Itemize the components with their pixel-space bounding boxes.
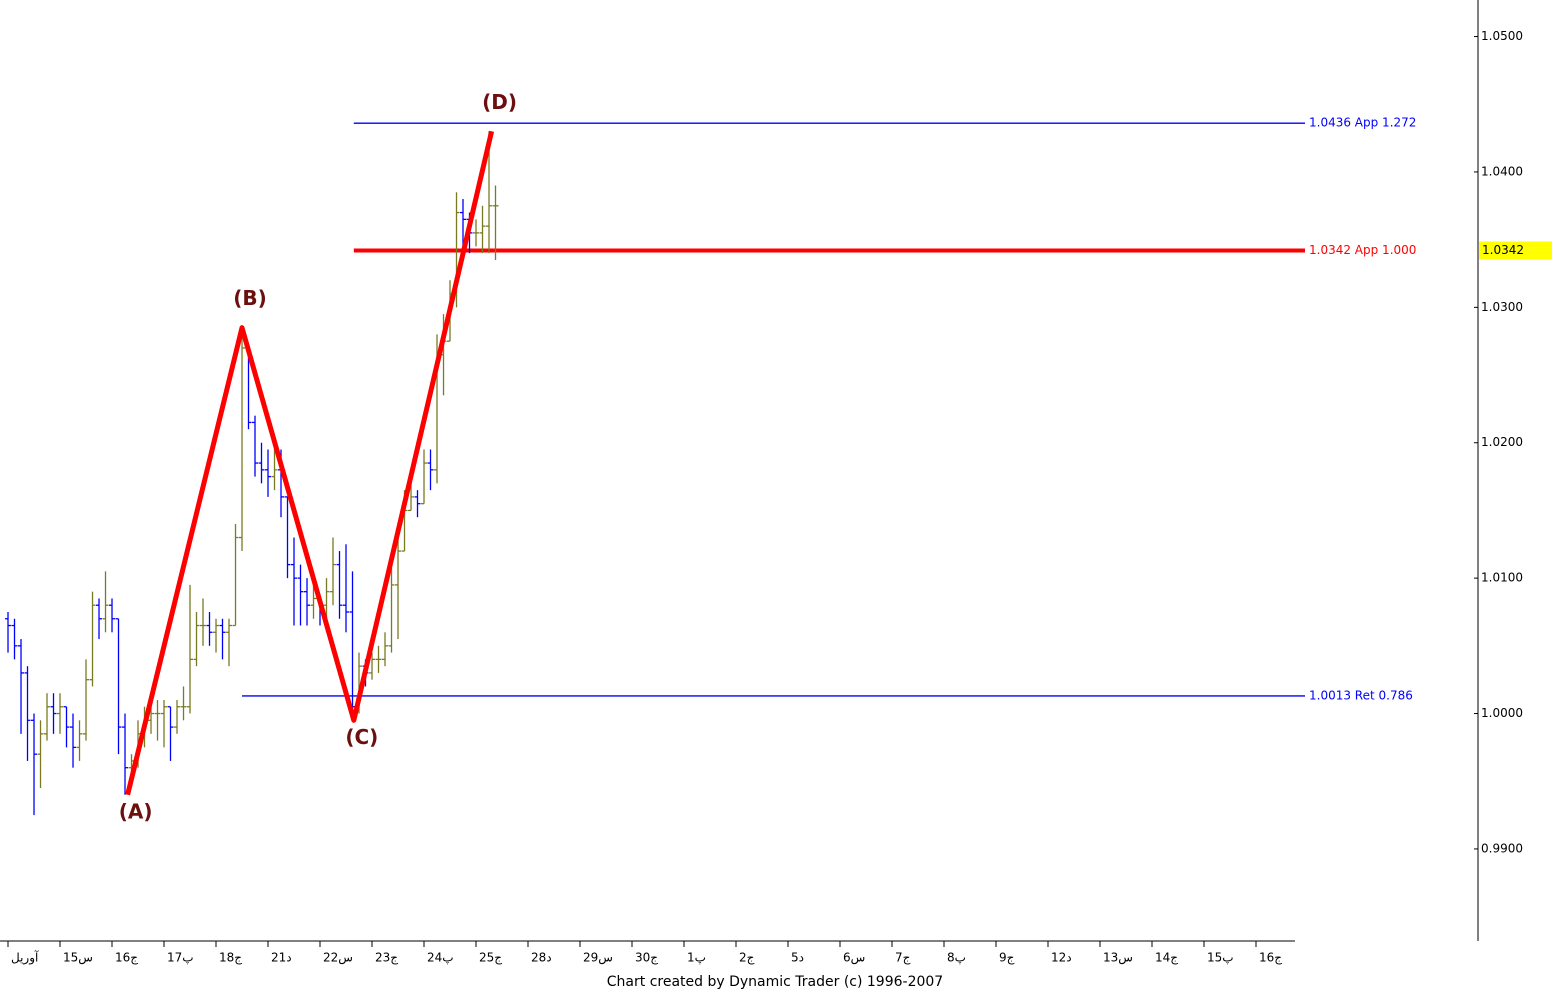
footer: Chart created by Dynamic Trader (c) 1996… bbox=[607, 974, 943, 990]
y-tick-label: 1.0400 bbox=[1481, 164, 1523, 178]
y-tick-label: 1.0000 bbox=[1481, 706, 1523, 720]
x-tick-label: آوريل bbox=[11, 950, 39, 966]
last-price-label: 1.0342 bbox=[1482, 243, 1524, 257]
level-label: 1.0436 App 1.272 bbox=[1309, 116, 1416, 130]
pattern-label: (B) bbox=[233, 286, 267, 310]
x-tick-label: 29س bbox=[583, 951, 613, 966]
x-tick-label: 15پ bbox=[1207, 951, 1234, 965]
last-price-box bbox=[1479, 241, 1552, 260]
x-tick-label: 12د bbox=[1051, 951, 1072, 965]
pattern-line bbox=[125, 130, 495, 796]
pattern-label: (C) bbox=[345, 725, 378, 749]
pattern-label: (D) bbox=[482, 90, 517, 114]
x-tick-label: 16ج bbox=[115, 951, 138, 965]
x-tick-label: 21د bbox=[271, 951, 292, 965]
x-tick-label: 2ج bbox=[739, 951, 755, 965]
x-tick-label: 28د bbox=[531, 951, 552, 965]
y-tick-label: 1.0500 bbox=[1481, 29, 1523, 43]
x-tick-label: 16ج bbox=[1259, 951, 1282, 965]
x-tick-label: 23ج bbox=[375, 951, 398, 965]
level-label: 1.0342 App 1.000 bbox=[1309, 243, 1416, 257]
x-tick-label: 18ج bbox=[219, 951, 242, 965]
pattern-label: (A) bbox=[119, 799, 153, 823]
x-tick-label: 13س bbox=[1103, 951, 1133, 966]
y-tick-label: 1.0100 bbox=[1481, 571, 1523, 585]
x-tick-label: 8پ bbox=[947, 951, 966, 965]
y-tick-label: 1.0300 bbox=[1481, 300, 1523, 314]
x-tick-label: 15س bbox=[63, 951, 93, 966]
x-tick-label: 30ج bbox=[635, 951, 658, 965]
x-tick-label: 25ج bbox=[479, 951, 502, 965]
x-tick-label: 22س bbox=[323, 951, 353, 966]
x-tick-label: 14ج bbox=[1155, 951, 1178, 965]
x-tick-label: 17پ bbox=[167, 951, 194, 965]
x-tick-label: 1پ bbox=[687, 951, 706, 965]
y-tick-label: 1.0200 bbox=[1481, 435, 1523, 449]
x-tick-label: 7ج bbox=[895, 951, 911, 965]
y-tick-label: 0.9900 bbox=[1481, 841, 1523, 855]
x-tick-label: 24پ bbox=[427, 951, 454, 965]
x-tick-label: 5د bbox=[791, 951, 804, 965]
x-tick-label: 9ج bbox=[999, 951, 1015, 965]
x-tick-label: 6س bbox=[843, 951, 865, 966]
level-label: 1.0013 Ret 0.786 bbox=[1309, 688, 1413, 702]
